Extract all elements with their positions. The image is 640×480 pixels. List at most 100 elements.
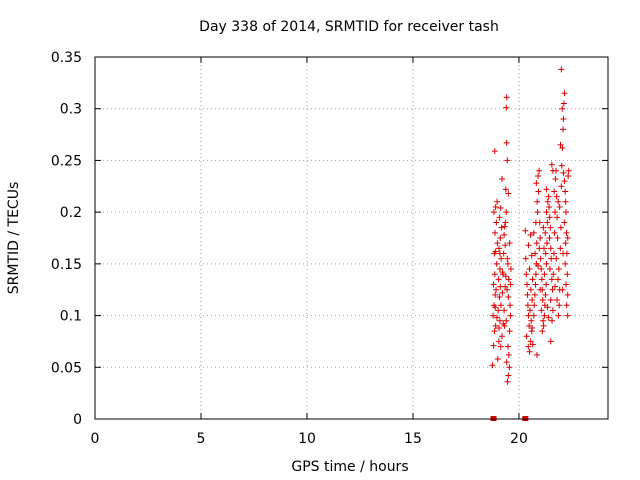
data-point	[498, 255, 505, 262]
data-point	[535, 188, 542, 195]
data-point	[492, 248, 499, 255]
data-point	[506, 240, 513, 247]
data-point	[551, 188, 558, 195]
data-point	[562, 240, 569, 247]
data-point	[525, 343, 532, 350]
data-point	[497, 343, 504, 350]
data-point	[544, 304, 551, 311]
data-point	[535, 172, 542, 179]
data-point	[549, 286, 556, 293]
data-point	[543, 186, 550, 193]
axis-ticks: 0 0.05 0.1 0.15 0.2 0.25 0.3 0.35 0 5 10 15 20	[51, 50, 608, 447]
data-point	[499, 176, 506, 183]
data-point	[538, 266, 545, 273]
data-point	[531, 302, 538, 309]
data-point	[533, 240, 540, 247]
data-point	[560, 169, 567, 176]
data-point	[505, 372, 512, 379]
data-point	[539, 297, 546, 304]
data-point	[536, 167, 543, 174]
data-point	[522, 255, 529, 262]
data-point	[496, 317, 503, 324]
data-point	[494, 198, 501, 205]
y-tick-label: 0.25	[51, 153, 82, 169]
data-point	[536, 219, 543, 226]
data-point	[538, 276, 545, 283]
data-point	[561, 178, 568, 185]
data-point	[528, 252, 535, 259]
data-point	[501, 307, 508, 314]
data-point	[530, 229, 537, 236]
data-point	[553, 193, 560, 200]
data-point	[506, 328, 513, 335]
data-point	[529, 276, 536, 283]
y-tick-label: 0.2	[60, 205, 82, 221]
data-point	[494, 240, 501, 247]
data-point	[532, 250, 539, 257]
data-point	[554, 276, 561, 283]
data-point	[543, 281, 550, 288]
data-point	[560, 126, 567, 133]
data-point	[496, 250, 503, 257]
y-tick-label: 0.15	[51, 257, 82, 273]
data-point	[552, 176, 559, 183]
data-point	[506, 364, 513, 371]
data-point	[537, 235, 544, 241]
data-point	[495, 338, 502, 345]
y-tick-label: 0.3	[60, 102, 82, 118]
data-point	[503, 104, 510, 111]
data-point	[549, 307, 556, 314]
data-point	[546, 203, 553, 210]
data-point	[562, 260, 569, 267]
data-point	[525, 242, 532, 249]
data-point	[503, 139, 510, 146]
data-point	[495, 276, 502, 283]
data-point	[496, 266, 503, 273]
data-point	[553, 255, 560, 262]
data-point	[524, 302, 531, 309]
data-point	[496, 214, 503, 221]
data-point	[553, 167, 560, 174]
data-point	[529, 324, 536, 331]
data-point	[560, 116, 567, 123]
data-point	[548, 255, 555, 262]
data-point	[490, 281, 497, 288]
data-point	[489, 362, 496, 369]
data-points	[489, 66, 572, 421]
data-point	[563, 281, 570, 288]
y-tick-label: 0.05	[51, 360, 82, 376]
data-point	[565, 167, 572, 174]
data-point	[543, 209, 550, 216]
data-point	[507, 302, 514, 309]
data-point	[491, 328, 498, 335]
x-tick-label: 10	[298, 431, 316, 447]
data-point	[558, 183, 565, 190]
data-point	[551, 229, 558, 236]
data-point	[559, 145, 566, 152]
data-point	[559, 286, 566, 293]
data-point	[530, 312, 537, 319]
data-point	[534, 198, 541, 205]
data-point	[493, 314, 500, 321]
data-point	[529, 341, 536, 348]
x-tick-label: 20	[510, 431, 528, 447]
data-point	[563, 229, 570, 236]
data-point	[533, 351, 540, 358]
data-point	[542, 229, 549, 236]
data-point	[496, 245, 503, 252]
data-point	[504, 255, 511, 262]
data-point	[563, 302, 570, 309]
data-point	[537, 286, 544, 293]
data-point	[499, 333, 506, 340]
data-point	[560, 250, 567, 257]
data-point	[540, 322, 547, 329]
data-point	[504, 157, 511, 164]
data-point	[503, 317, 510, 324]
data-point	[501, 231, 508, 238]
plot-frame	[94, 56, 609, 420]
y-tick-label: 0.35	[51, 50, 82, 66]
data-point	[555, 198, 562, 205]
data-point	[549, 317, 556, 324]
data-point	[561, 219, 568, 226]
data-point	[532, 281, 539, 288]
